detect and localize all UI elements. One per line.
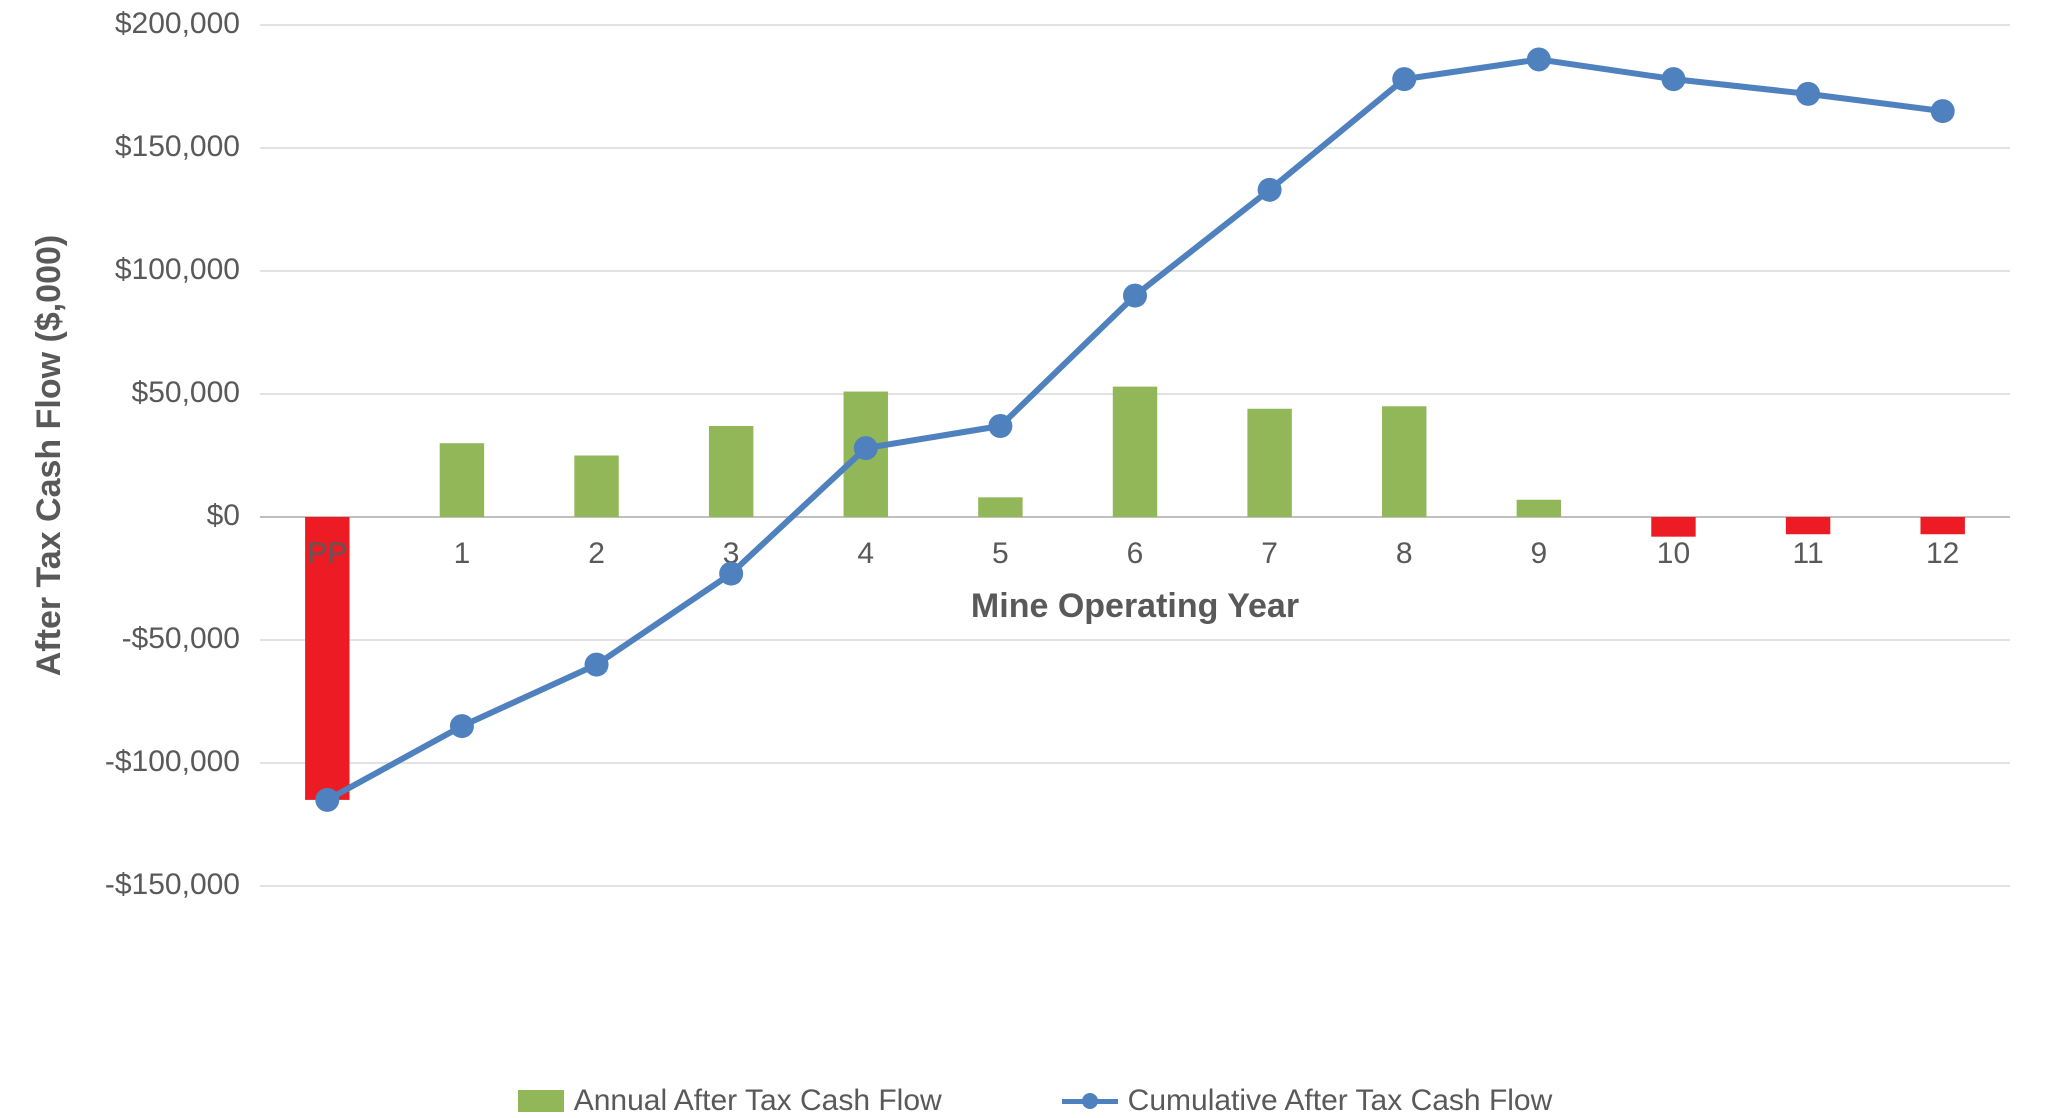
y-axis-title: After Tax Cash Flow ($,000) (30, 235, 68, 677)
line-marker (585, 653, 609, 677)
x-tick-label: 8 (1396, 537, 1413, 570)
y-tick-label: $100,000 (115, 253, 240, 286)
bar (709, 426, 753, 517)
line-marker (1527, 47, 1551, 71)
bar (574, 456, 618, 518)
line-marker (1796, 82, 1820, 106)
x-tick-label: 11 (1792, 537, 1823, 570)
line-marker (1661, 67, 1685, 91)
bar (1786, 517, 1830, 534)
legend-swatch-bar (518, 1090, 564, 1112)
x-axis-title: Mine Operating Year (971, 587, 1299, 625)
y-tick-label: -$50,000 (122, 622, 240, 655)
x-tick-label: PP (307, 537, 347, 570)
x-tick-label: 9 (1531, 537, 1548, 570)
y-tick-label: -$100,000 (105, 745, 240, 778)
line-marker (1123, 284, 1147, 308)
bar (1651, 517, 1695, 537)
x-tick-label: 7 (1261, 537, 1278, 570)
line-marker (315, 788, 339, 812)
line-marker (450, 714, 474, 738)
bar (978, 497, 1022, 517)
y-tick-label: $0 (207, 499, 240, 532)
x-tick-label: 6 (1127, 537, 1144, 570)
x-tick-label: 2 (588, 537, 605, 570)
y-tick-label: -$150,000 (105, 868, 240, 901)
bar (440, 443, 484, 517)
legend-item-bar: Annual After Tax Cash Flow (518, 1084, 942, 1118)
bar (1517, 500, 1561, 517)
bar (1247, 409, 1291, 517)
x-tick-label: 4 (857, 537, 874, 570)
x-tick-label: 1 (454, 537, 471, 570)
legend-label: Cumulative After Tax Cash Flow (1128, 1084, 1553, 1118)
bar (1920, 517, 1964, 534)
legend-label: Annual After Tax Cash Flow (574, 1084, 942, 1118)
line-marker (854, 436, 878, 460)
legend-item-line: Cumulative After Tax Cash Flow (1062, 1084, 1553, 1118)
legend-swatch-line (1062, 1090, 1118, 1112)
line-marker (1392, 67, 1416, 91)
x-tick-label: 5 (992, 537, 1009, 570)
bar (1113, 387, 1157, 517)
y-tick-label: $150,000 (115, 130, 240, 163)
y-tick-label: $50,000 (132, 376, 240, 409)
line-marker (1931, 99, 1955, 123)
line-marker (988, 414, 1012, 438)
cashflow-chart: -$150,000 -$100,000 -$50,000 $0 $50,000 $100,… (0, 0, 2070, 1118)
line-marker (719, 562, 743, 586)
line-marker (1258, 178, 1282, 202)
legend: Annual After Tax Cash Flow Cumulative Aft… (0, 1056, 2070, 1118)
x-tick-label: 10 (1657, 537, 1690, 570)
y-tick-label: $200,000 (115, 7, 240, 40)
bar (1382, 406, 1426, 517)
x-tick-label: 12 (1926, 537, 1959, 570)
chart-svg: -$150,000 -$100,000 -$50,000 $0 $50,000 $100,… (0, 0, 2070, 1056)
